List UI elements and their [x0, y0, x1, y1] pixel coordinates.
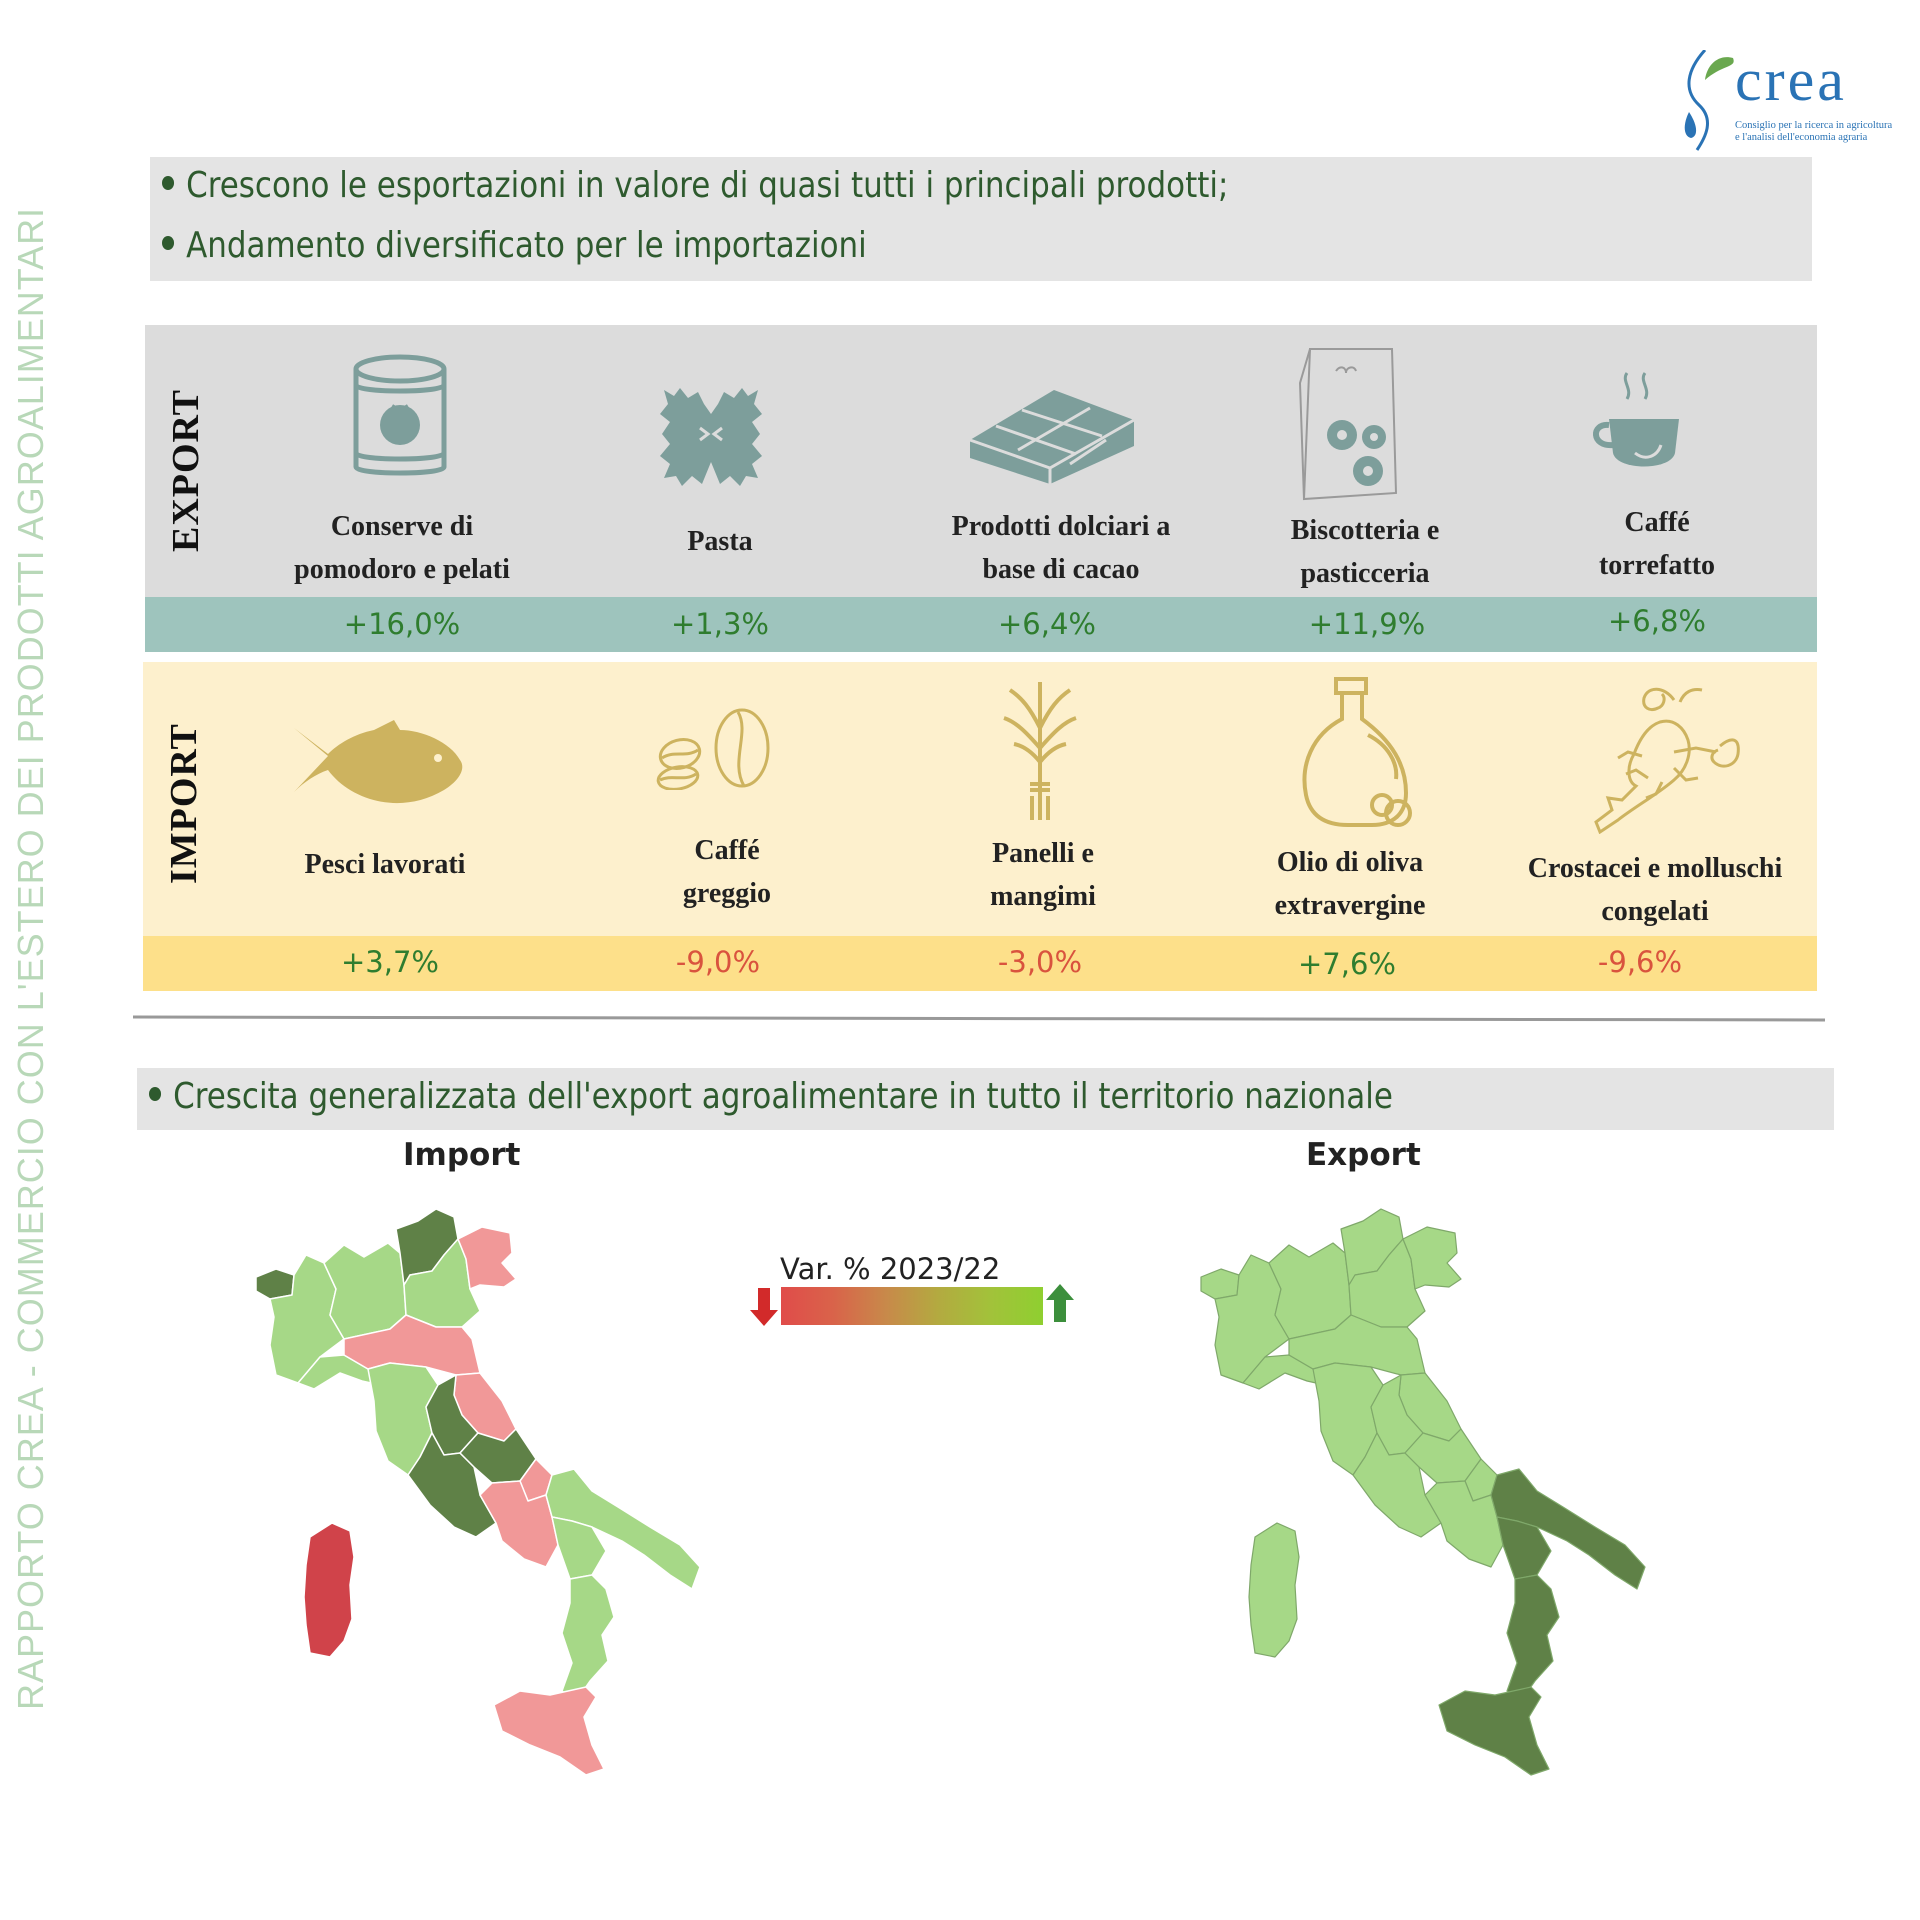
export-item-label-4: Biscotteria e pasticceria — [1290, 515, 1440, 589]
crea-logo: crea Consiglio per la ricerca in agricol… — [1675, 47, 1892, 155]
import-label: IMPORT — [163, 723, 205, 884]
arrow-down-icon — [750, 1288, 778, 1326]
export-item-label-2: Pasta — [687, 526, 753, 557]
import-item-label-3: Panelli e mangimi — [990, 838, 1096, 912]
export-change-2: +1,3% — [671, 607, 769, 641]
legend-color-scale — [781, 1287, 1043, 1325]
import-item-label-2: Caffé greggio — [682, 835, 772, 909]
arrow-up-icon — [1046, 1284, 1074, 1322]
import-change-2: -9,0% — [675, 945, 761, 979]
summary-bullets: Crescono le esportazioni in valore di qu… — [150, 157, 1812, 281]
export-label: EXPORT — [165, 388, 207, 552]
cookie-bag-icon — [1298, 348, 1398, 501]
chocolate-bar-icon — [969, 390, 1135, 484]
lobster-icon — [1594, 687, 1740, 834]
export-italy-map — [1200, 1208, 1646, 1776]
territory-bullet: Crescita generalizzata dell'export agroa… — [137, 1068, 1834, 1130]
bullet-exports: Crescono le esportazioni in valore di qu… — [162, 165, 1228, 206]
import-change-band — [143, 936, 1817, 991]
import-italy-map — [255, 1208, 701, 1776]
export-item-label-1: Conserve di pomodoro e pelati — [294, 511, 510, 585]
import-change-5: -9,6% — [1597, 945, 1683, 979]
fish-icon — [294, 720, 463, 804]
import-change-1: +3,7% — [341, 945, 439, 979]
export-map-title: Export — [1306, 1137, 1421, 1173]
export-change-5: +6,8% — [1608, 604, 1706, 638]
import-change-3: -3,0% — [997, 945, 1083, 979]
export-change-4: +11,9% — [1308, 607, 1426, 641]
crea-leaf-drop-icon — [1684, 48, 1734, 151]
import-map-title: Import — [403, 1137, 521, 1173]
export-change-3: +6,4% — [998, 607, 1096, 641]
coffee-cup-icon — [1593, 372, 1679, 467]
farfalle-pasta-icon — [660, 388, 762, 486]
side-report-title: RAPPORTO CREA - COMMERCIO CON L'ESTERO D… — [10, 206, 51, 1710]
wheat-bundle-icon — [1003, 682, 1077, 820]
olive-oil-jug-icon — [1302, 677, 1412, 827]
section-divider — [132, 1015, 1826, 1022]
export-change-band — [145, 597, 1817, 652]
logo-wordmark: crea — [1735, 47, 1847, 113]
import-item-label-5: Crostacei e molluschi congelati — [1527, 853, 1783, 927]
import-item-label-1: Pesci lavorati — [304, 849, 466, 880]
coffee-beans-icon — [656, 708, 770, 790]
import-item-label-4: Olio di oliva extravergine — [1274, 847, 1426, 921]
import-change-4: +7,6% — [1298, 947, 1396, 981]
legend-title: Var. % 2023/22 — [780, 1252, 1001, 1286]
export-item-label-3: Prodotti dolciari a base di cacao — [951, 511, 1171, 585]
export-item-label-5: Caffé torrefatto — [1598, 507, 1716, 581]
bullet-imports: Andamento diversificato per le importazi… — [162, 225, 867, 266]
tomato-can-icon — [353, 354, 447, 476]
export-change-1: +16,0% — [343, 607, 461, 641]
logo-subtitle: Consiglio per la ricerca in agricoltura … — [1735, 120, 1893, 143]
